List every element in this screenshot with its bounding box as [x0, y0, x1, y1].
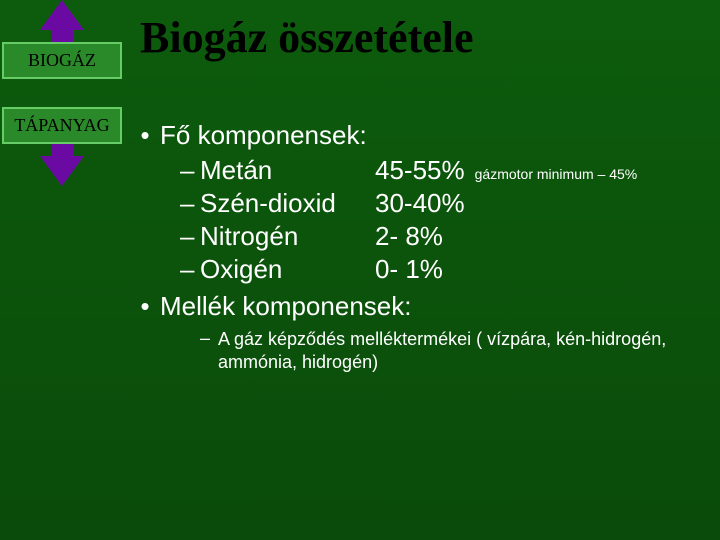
component-pct: 30-40%	[375, 188, 465, 219]
component-row: – Szén-dioxid 30-40%	[180, 188, 700, 219]
arrow-stem	[51, 30, 73, 42]
bullet-icon: •	[130, 120, 160, 151]
secondary-note-text: A gáz képződés melléktermékei ( vízpára,…	[218, 328, 678, 373]
dash-icon: –	[180, 155, 200, 186]
slide-title: Biogáz összetétele	[140, 12, 474, 63]
component-row: – Nitrogén 2- 8%	[180, 221, 700, 252]
arrow-stem	[51, 144, 73, 156]
secondary-components-heading: • Mellék komponensek:	[130, 291, 700, 322]
component-pct: 45-55%	[375, 155, 465, 186]
component-note: gázmotor minimum – 45%	[475, 166, 638, 182]
dash-icon: –	[180, 221, 200, 252]
secondary-note-row: – A gáz képződés melléktermékei ( vízpár…	[200, 328, 700, 373]
dash-icon: –	[180, 254, 200, 285]
main-components-heading: • Fő komponensek:	[130, 120, 700, 151]
dash-icon: –	[200, 328, 218, 373]
arrow-down-icon	[40, 156, 84, 186]
component-name: Oxigén	[200, 254, 375, 285]
secondary-components-label: Mellék komponensek:	[160, 291, 411, 322]
component-pct: 2- 8%	[375, 221, 443, 252]
sidebar-label-biogaz: BIOGÁZ	[2, 42, 122, 79]
component-pct: 0- 1%	[375, 254, 443, 285]
sidebar-label-tapanyag: TÁPANYAG	[2, 107, 122, 144]
component-name: Metán	[200, 155, 375, 186]
component-row: – Oxigén 0- 1%	[180, 254, 700, 285]
component-row: – Metán 45-55% gázmotor minimum – 45%	[180, 155, 700, 186]
main-components-label: Fő komponensek:	[160, 120, 367, 151]
dash-icon: –	[180, 188, 200, 219]
component-name: Nitrogén	[200, 221, 375, 252]
slide-content: • Fő komponensek: – Metán 45-55% gázmoto…	[130, 120, 700, 373]
component-name: Szén-dioxid	[200, 188, 375, 219]
sidebar: BIOGÁZ TÁPANYAG	[0, 0, 130, 186]
bullet-icon: •	[130, 291, 160, 322]
arrow-up-icon	[40, 0, 84, 30]
